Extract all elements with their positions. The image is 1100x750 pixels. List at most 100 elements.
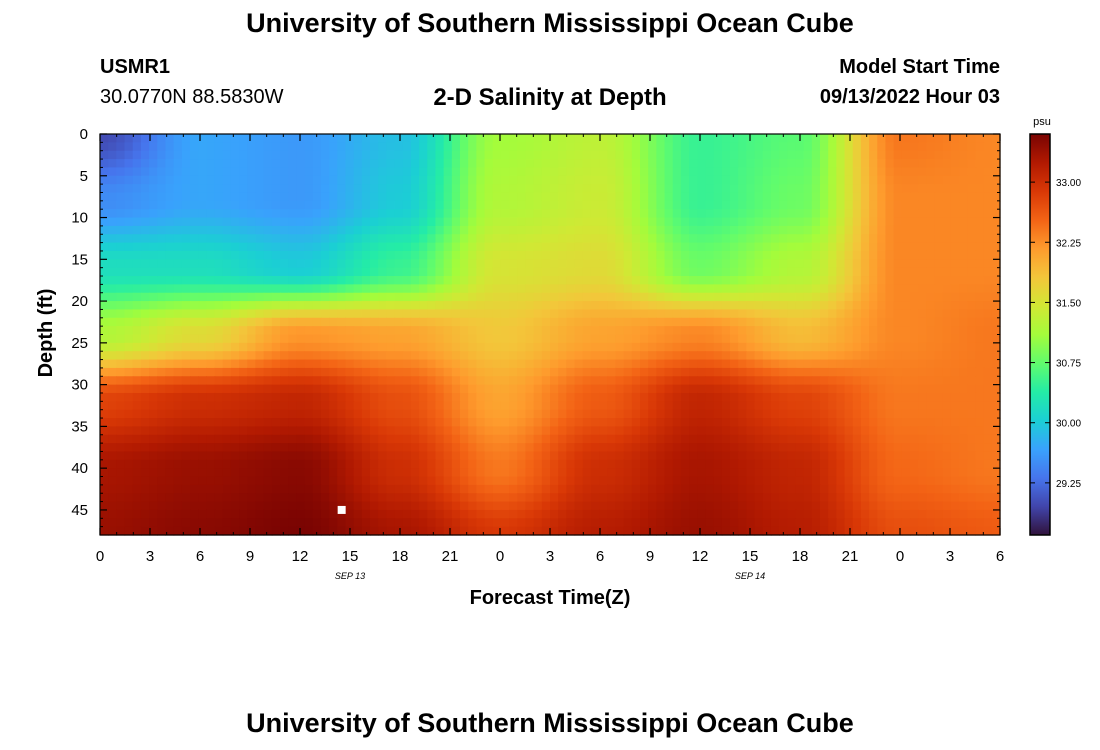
heatmap-cell <box>345 468 355 478</box>
heatmap-cell <box>435 284 445 294</box>
heatmap-cell <box>820 200 829 210</box>
heatmap-cell <box>959 292 968 302</box>
heatmap-cell <box>206 250 216 260</box>
heatmap-cell <box>517 134 527 143</box>
heatmap-cell <box>893 309 903 319</box>
heatmap-cell <box>263 334 273 344</box>
heatmap-cell <box>468 317 477 327</box>
heatmap-cell <box>108 175 117 185</box>
heatmap-cell <box>566 384 576 394</box>
heatmap-cell <box>754 284 764 294</box>
heatmap-cell <box>689 209 698 219</box>
heatmap-cell <box>623 476 633 486</box>
heatmap-cell <box>410 309 420 319</box>
heatmap-cell <box>599 476 608 486</box>
heatmap-cell <box>869 484 878 494</box>
heatmap-cell <box>779 342 788 352</box>
heatmap-cell <box>713 134 723 143</box>
heatmap-cell <box>206 484 216 494</box>
heatmap-cell <box>312 451 322 461</box>
heatmap-cell <box>869 443 878 453</box>
heatmap-cell <box>689 459 698 469</box>
heatmap-cell <box>108 484 117 494</box>
heatmap-cell <box>926 209 936 219</box>
heatmap-cell <box>296 259 306 269</box>
heatmap-cell <box>460 150 469 160</box>
heatmap-cell <box>541 418 551 427</box>
heatmap-cell <box>149 484 158 494</box>
heatmap-cell <box>721 200 731 210</box>
heatmap-cell <box>353 309 363 319</box>
heatmap-cell <box>885 334 895 344</box>
heatmap-cell <box>828 259 837 269</box>
heatmap-cell <box>901 142 911 152</box>
heatmap-cell <box>648 376 657 386</box>
heatmap-cell <box>697 267 707 277</box>
heatmap-cell <box>705 167 715 177</box>
heatmap-cell <box>697 209 707 219</box>
heatmap-cell <box>386 150 396 160</box>
heatmap-cell <box>599 284 608 294</box>
heatmap-cell <box>100 184 109 194</box>
heatmap-cell <box>476 142 486 152</box>
heatmap-cell <box>656 234 666 244</box>
heatmap-cell <box>967 468 977 478</box>
heatmap-cell <box>329 434 338 444</box>
heatmap-cell <box>623 443 633 453</box>
heatmap-cell <box>844 451 854 461</box>
heatmap-cell <box>230 392 240 402</box>
heatmap-cell <box>541 242 551 252</box>
heatmap-cell <box>893 401 903 411</box>
heatmap-cell <box>738 451 747 461</box>
heatmap-cell <box>460 234 469 244</box>
heatmap-cell <box>255 468 265 478</box>
heatmap-cell <box>541 150 551 160</box>
heatmap-cell <box>222 225 232 235</box>
heatmap-cell <box>525 217 535 227</box>
heatmap-cell <box>206 175 216 185</box>
heatmap-cell <box>648 276 657 285</box>
heatmap-cell <box>664 209 674 219</box>
heatmap-cell <box>239 276 248 285</box>
heatmap-cell <box>599 276 608 285</box>
heatmap-cell <box>402 301 412 311</box>
heatmap-cell <box>451 376 461 386</box>
heatmap-cell <box>500 284 510 294</box>
heatmap-cell <box>329 250 338 260</box>
heatmap-cell <box>672 342 682 352</box>
heatmap-cell <box>181 209 191 219</box>
heatmap-cell <box>370 443 379 453</box>
heatmap-cell <box>558 175 567 185</box>
heatmap-cell <box>476 468 486 478</box>
heatmap-cell <box>738 468 747 478</box>
heatmap-cell <box>304 142 314 152</box>
heatmap-cell <box>640 267 649 277</box>
heatmap-cell <box>525 326 535 336</box>
heatmap-cell <box>950 443 960 453</box>
heatmap-cell <box>623 334 633 344</box>
heatmap-cell <box>492 392 502 402</box>
heatmap-cell <box>345 392 355 402</box>
heatmap-cell <box>934 384 944 394</box>
heatmap-cell <box>942 484 952 494</box>
heatmap-cell <box>787 476 797 486</box>
heatmap-cell <box>116 476 126 486</box>
heatmap-cell <box>230 476 240 486</box>
heatmap-cell <box>680 359 690 369</box>
heatmap-cell <box>149 175 158 185</box>
heatmap-cell <box>860 192 870 202</box>
heatmap-cell <box>934 200 944 210</box>
heatmap-cell <box>844 342 854 352</box>
heatmap-cell <box>558 150 567 160</box>
heatmap-cell <box>280 367 289 377</box>
heatmap-cell <box>869 309 878 319</box>
heatmap-cell <box>582 276 592 285</box>
heatmap-cell <box>901 426 911 436</box>
heatmap-cell <box>910 276 919 285</box>
heatmap-cell <box>672 134 682 143</box>
heatmap-cell <box>844 476 854 486</box>
heatmap-cell <box>329 459 338 469</box>
heatmap-cell <box>337 392 347 402</box>
heatmap-cell <box>541 250 551 260</box>
heatmap-cell <box>108 200 117 210</box>
